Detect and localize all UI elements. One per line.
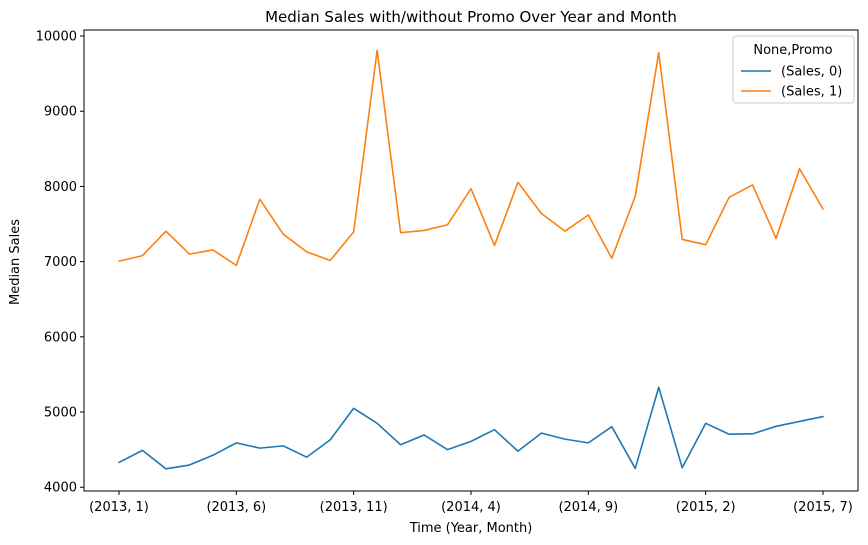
x-tick-label: (2013, 1) <box>89 500 149 515</box>
legend: None,Promo (Sales, 0) (Sales, 1) <box>732 35 855 104</box>
legend-entries: (Sales, 0) (Sales, 1) <box>741 65 842 100</box>
chart-title: Median Sales with/without Promo Over Yea… <box>265 8 677 26</box>
y-tick-label: 7000 <box>44 255 77 270</box>
y-tick-label: 4000 <box>44 481 77 496</box>
series-line-1 <box>118 49 824 267</box>
y-tick-label: 8000 <box>44 180 77 195</box>
series-line-0 <box>118 386 824 470</box>
y-tick-label: 6000 <box>44 330 77 345</box>
x-axis: (2013, 1) (2013, 6) (2013, 11) (2014, 4) (20… <box>89 491 853 515</box>
y-tick-label: 10000 <box>36 30 77 45</box>
legend-box <box>732 35 855 104</box>
x-tick-label: (2014, 4) <box>441 500 501 515</box>
x-tick-label: (2015, 2) <box>676 500 736 515</box>
x-axis-title: Time (Year, Month) <box>409 521 533 536</box>
x-tick-label: (2014, 9) <box>558 500 618 515</box>
series-layer <box>118 49 824 470</box>
legend-label-0: (Sales, 0) <box>781 65 842 80</box>
y-tick-label: 5000 <box>44 406 77 421</box>
x-tick-label: (2013, 6) <box>206 500 266 515</box>
y-tick-label: 9000 <box>44 105 77 120</box>
legend-label-1: (Sales, 1) <box>781 85 842 100</box>
y-axis-title: Median Sales <box>8 219 23 305</box>
y-axis: 4000 5000 6000 7000 8000 9000 10000 <box>36 30 84 496</box>
x-tick-label: (2013, 11) <box>320 500 388 515</box>
x-tick-label: (2015, 7) <box>793 500 853 515</box>
legend-title: None,Promo <box>753 43 832 58</box>
